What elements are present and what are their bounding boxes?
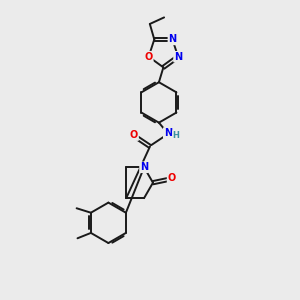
Text: H: H: [173, 131, 180, 140]
Text: O: O: [168, 173, 176, 183]
Text: O: O: [130, 130, 138, 140]
Text: O: O: [145, 52, 153, 62]
Text: N: N: [174, 52, 182, 62]
Text: N: N: [140, 162, 148, 172]
Text: N: N: [164, 128, 172, 138]
Text: N: N: [168, 34, 176, 44]
